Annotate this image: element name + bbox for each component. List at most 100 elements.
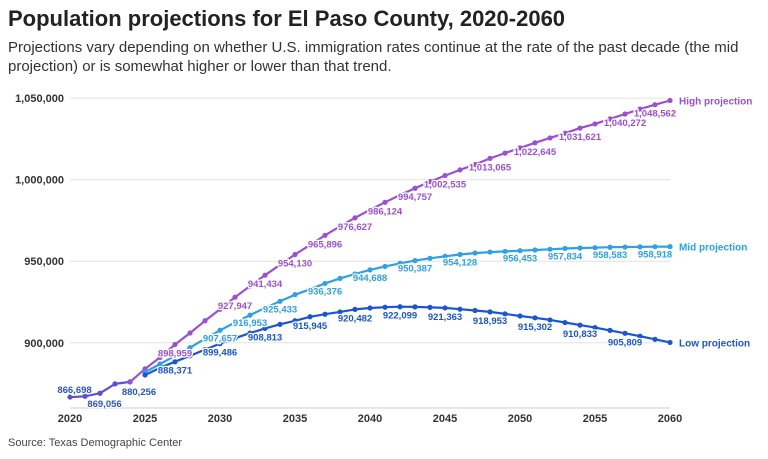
- low-projection-point: [172, 359, 178, 365]
- mid-projection-point: [307, 286, 313, 292]
- x-tick-label: 2060: [658, 413, 682, 425]
- high-projection-point: [322, 232, 328, 238]
- mid-projection-point: [667, 244, 673, 250]
- mid-projection-point: [382, 263, 388, 270]
- mid-projection-point: [577, 245, 583, 251]
- mid-projection-point: [622, 244, 628, 250]
- y-tick-label: 950,000: [24, 256, 64, 268]
- mid-projection-point: [187, 345, 193, 351]
- mid-projection-point: [562, 245, 568, 252]
- mid-projection-data-label: 954,128: [443, 257, 477, 268]
- low-projection-point: [457, 306, 463, 312]
- mid-projection-point: [292, 292, 298, 298]
- y-tick-label: 1,000,000: [15, 175, 64, 187]
- mid-projection-point: [367, 267, 373, 273]
- base-data-label: 880,256: [122, 387, 156, 398]
- low-projection-point: [562, 319, 568, 326]
- high-projection-point: [367, 207, 373, 213]
- low-projection-point: [607, 327, 613, 333]
- high-projection-point: [652, 102, 658, 108]
- high-projection-data-label: 1,048,562: [634, 109, 676, 120]
- mid-projection-point: [232, 319, 238, 326]
- low-projection-data-label: 920,482: [338, 313, 372, 324]
- mid-projection-series-label: Mid projection: [679, 243, 747, 254]
- high-projection-point: [502, 150, 508, 156]
- mid-projection-point: [172, 353, 178, 359]
- high-projection-point: [412, 185, 418, 191]
- mid-projection-point: [592, 245, 598, 251]
- high-projection-point: [547, 135, 553, 141]
- base-series-point: [67, 394, 73, 400]
- high-projection-point: [262, 272, 268, 278]
- mid-projection-point: [547, 246, 553, 252]
- high-projection-data-label: 1,002,535: [424, 180, 467, 191]
- x-tick-label: 2045: [433, 413, 457, 425]
- base-data-label: 869,056: [87, 399, 121, 410]
- high-projection-point: [607, 116, 613, 122]
- low-projection-point: [232, 335, 238, 341]
- low-projection-point: [412, 304, 418, 310]
- mid-projection-point: [502, 248, 508, 255]
- mid-projection-point: [352, 271, 358, 277]
- high-projection-point: [157, 354, 163, 361]
- low-projection-point: [667, 339, 673, 346]
- base-data-label: 866,698: [57, 385, 91, 396]
- high-projection-point: [532, 140, 538, 146]
- mid-projection-point: [277, 298, 283, 304]
- high-projection-point: [292, 251, 298, 258]
- mid-projection-data-label: 958,918: [638, 250, 672, 261]
- low-projection-data-label: 908,813: [248, 332, 282, 343]
- high-projection-point: [667, 97, 673, 104]
- low-projection-point: [217, 341, 223, 347]
- x-tick-label: 2055: [583, 413, 607, 425]
- y-tick-label: 1,050,000: [15, 93, 64, 105]
- x-tick-label: 2050: [508, 413, 532, 425]
- high-projection-point: [217, 306, 223, 312]
- high-projection-point: [457, 167, 463, 173]
- mid-projection-data-label: 957,834: [548, 251, 583, 262]
- mid-projection-point: [457, 251, 463, 258]
- high-projection-point: [337, 223, 343, 229]
- low-projection-point: [637, 333, 643, 339]
- high-projection-point: [442, 172, 448, 179]
- mid-projection-point: [607, 244, 613, 250]
- high-projection-point: [127, 379, 133, 385]
- low-projection-point: [472, 307, 478, 314]
- high-projection-point: [172, 341, 178, 348]
- base-series-point: [82, 393, 88, 399]
- high-projection-point: [592, 121, 598, 127]
- low-projection-point: [307, 314, 313, 320]
- high-projection-data-label: 927,947: [218, 301, 252, 312]
- x-tick-label: 2040: [358, 413, 382, 425]
- high-projection-point: [352, 215, 358, 221]
- high-projection-point: [397, 192, 403, 198]
- high-projection-point: [247, 283, 253, 289]
- low-projection-point: [532, 315, 538, 321]
- low-projection-point: [427, 304, 433, 310]
- mid-projection-data-label: 936,376: [308, 286, 342, 297]
- low-projection-point: [157, 365, 163, 371]
- mid-projection-point: [322, 280, 328, 287]
- low-projection-data-label: 918,953: [473, 316, 507, 327]
- x-tick-label: 2020: [58, 413, 82, 425]
- high-projection-data-label: 976,627: [338, 222, 372, 233]
- x-tick-label: 2035: [283, 413, 307, 425]
- mid-projection-data-label: 956,453: [503, 254, 537, 265]
- low-projection-point: [337, 309, 343, 315]
- low-projection-data-label: 915,302: [518, 322, 552, 333]
- mid-projection-point: [157, 361, 163, 367]
- x-tick-label: 2030: [208, 413, 232, 425]
- low-projection-data-label: 905,809: [608, 337, 642, 348]
- high-projection-point: [577, 125, 583, 131]
- low-projection-point: [622, 330, 628, 336]
- mid-projection-data-label: 916,953: [233, 318, 267, 329]
- high-projection-data-label: 994,757: [398, 192, 432, 203]
- high-projection-data-label: 1,013,065: [469, 162, 512, 173]
- high-projection-point: [307, 242, 313, 248]
- mid-projection-point: [202, 336, 208, 342]
- mid-projection-point: [532, 247, 538, 253]
- high-projection-point: [427, 179, 433, 185]
- y-tick-label: 900,000: [24, 338, 64, 350]
